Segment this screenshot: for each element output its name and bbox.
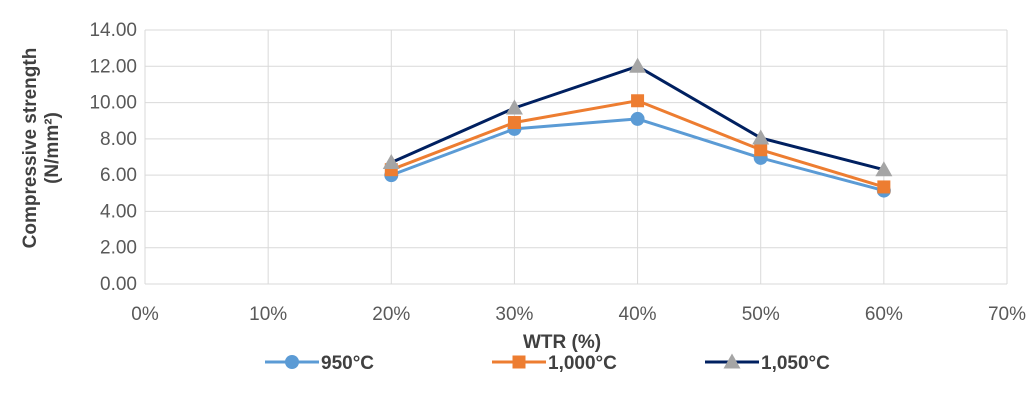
data-point-1050C [382,153,400,169]
gridlines [144,29,1008,285]
y-axis-title: Compressive strength (N/mm²) [20,48,63,249]
data-point-1050C [752,129,770,145]
data-point-1000C [754,143,768,157]
y-axis-title-line2: (N/mm²) [42,112,63,184]
y-tick-label: 0.00 [100,274,137,295]
legend-marker-950C [285,355,299,369]
series-group [382,57,893,198]
data-point-1000C [631,94,645,108]
data-point-1000C [877,180,891,194]
y-tick-label: 14.00 [89,20,137,41]
y-tick-label: 6.00 [100,165,137,186]
x-tick-label: 20% [372,304,410,325]
x-tick-label: 70% [988,304,1026,325]
legend-marker-1000C [512,355,526,369]
legend-label-950C: 950°C [321,353,374,374]
data-point-1050C [505,99,523,115]
data-point-1000C [507,116,521,130]
x-axis-title: WTR (%) [523,332,601,353]
x-tick-label: 50% [742,304,780,325]
x-tick-label: 10% [249,304,287,325]
data-point-1050C [875,161,893,177]
data-point-950C [630,111,645,126]
y-tick-label: 2.00 [100,238,137,259]
x-tick-label: 40% [619,304,657,325]
y-tick-label: 12.00 [89,56,137,77]
y-axis-title-line1: Compressive strength [20,48,41,249]
x-tick-label: 0% [131,304,159,325]
legend: 950°C 1,000°C 1,050°C [265,353,830,374]
x-axis-ticks: 0% 10% 20% 30% 40% 50% 60% 70% [131,304,1026,325]
x-tick-label: 60% [865,304,903,325]
y-tick-label: 10.00 [89,93,137,114]
legend-label-1050C: 1,050°C [761,353,830,374]
data-point-1050C [629,57,647,73]
legend-marker-1050C [723,353,741,369]
x-tick-label: 30% [495,304,533,325]
y-tick-label: 4.00 [100,201,137,222]
legend-label-1000C: 1,000°C [548,353,617,374]
y-tick-label: 8.00 [100,129,137,150]
y-axis-ticks: 0.00 2.00 4.00 6.00 8.00 10.00 12.00 14.00 [89,20,137,295]
